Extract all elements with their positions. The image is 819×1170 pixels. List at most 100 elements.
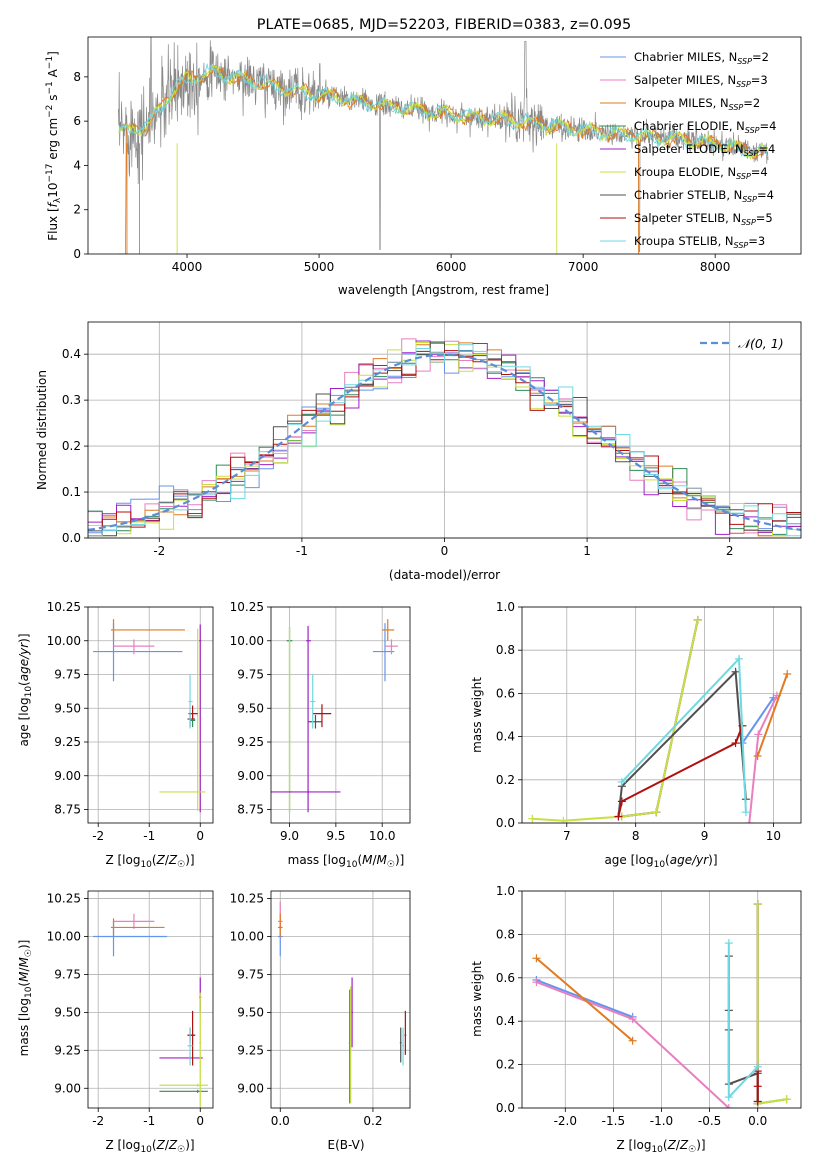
legend-label: Salpeter STELIB, NSSP=5: [634, 211, 773, 227]
weight-line: [535, 957, 634, 1042]
x-tick-label: 0.0: [271, 1114, 290, 1128]
x-tick-label: 10.0: [369, 829, 396, 843]
x-tick-label: 9: [701, 829, 709, 843]
legend-label: Kroupa ELODIE, NSSP=4: [634, 165, 768, 181]
plot-area: [271, 619, 398, 813]
observed-spectrum: [118, 37, 769, 253]
x-axis-label: E(B-V): [327, 1138, 364, 1152]
x-tick-label: -2: [153, 544, 165, 558]
panel-spectrum: 4000 5000 6000 7000 8000 0 2 4 6 8 wavelength [Ang…: [45, 36, 802, 297]
y-tick-label: 9.00: [54, 1081, 81, 1095]
x-tick-label: 7: [563, 829, 571, 843]
y-tick-label: 10.25: [47, 892, 81, 906]
weight-line: [621, 619, 699, 818]
y-tick-label: 1.0: [496, 884, 515, 898]
x-tick-label: 0.2: [363, 1114, 382, 1128]
y-tick-label: 0: [73, 247, 81, 261]
x-tick-label: 0: [441, 544, 449, 558]
weight-line: [756, 904, 787, 1105]
x-axis-label: Z [log10(Z/Z☉)]: [105, 853, 194, 870]
y-tick-label: 0.4: [62, 347, 81, 361]
y-axis-label: age [log10(age/yr)]: [17, 633, 34, 746]
y-tick-label: 0.6: [496, 686, 515, 700]
y-axis-label: Flux [fλ10−17 erg cm−2 s−1 A−1]: [45, 51, 63, 241]
y-tick-label: 0.6: [496, 971, 515, 985]
plot-area: [118, 37, 769, 254]
plot-area: [532, 900, 791, 1108]
x-tick-label: 1: [583, 544, 591, 558]
y-tick-label: 10.25: [47, 600, 81, 614]
y-tick-label: 0.3: [62, 393, 81, 407]
legend-label: Chabrier ELODIE, NSSP=4: [634, 119, 776, 135]
y-tick-label: 2: [73, 203, 81, 217]
legend-label: Chabrier STELIB, NSSP=4: [634, 188, 774, 204]
y-tick-label: 9.75: [237, 668, 264, 682]
x-axis-label: age [log10(age/yr)]: [604, 853, 717, 870]
y-tick-label: 10.25: [230, 892, 264, 906]
normal-curve: [88, 353, 801, 531]
ticks: -2 -1 0 9.00 9.25 9.50 9.75 10.00 10.25: [47, 892, 204, 1128]
x-tick-label: 9.5: [326, 829, 345, 843]
ticks: 7 8 9 10 0.0 0.2 0.4 0.6 0.8 1.0: [496, 600, 781, 843]
axes-frame: [521, 606, 802, 824]
x-tick-label: 5000: [304, 260, 335, 274]
panel-mass-ebv: 0.0 0.2 9.00 9.25 9.50 9.75 10.00 10.25 E(B-V): [230, 890, 411, 1152]
x-axis-label: wavelength [Angstrom, rest frame]: [338, 283, 549, 297]
x-tick-label: 6000: [436, 260, 467, 274]
y-tick-label: 8.75: [237, 803, 264, 817]
y-axis-label: Normed distribution: [35, 370, 49, 490]
y-tick-label: 0.2: [496, 773, 515, 787]
legend-label: 𝒩(0, 1): [738, 336, 784, 351]
y-tick-label: 0.0: [496, 1101, 515, 1115]
y-tick-label: 0.8: [496, 643, 515, 657]
weight-line: [617, 725, 744, 817]
y-tick-label: 9.50: [54, 1005, 81, 1019]
histogram-series: [88, 344, 801, 537]
panel-z-weight: -2.0 -1.5 -1.0 -0.5 0.0 0.0 0.2 0.4 0.6 0.8 1.0 Z […: [470, 884, 802, 1155]
y-tick-label: 10.25: [230, 600, 264, 614]
plot-area: [528, 615, 792, 823]
x-tick-label: 0.0: [748, 1114, 767, 1128]
y-tick-label: 9.25: [237, 1043, 264, 1057]
x-tick-label: -2.0: [554, 1114, 577, 1128]
y-tick-label: 9.00: [54, 769, 81, 783]
legend-label: Salpeter ELODIE, NSSP=4: [634, 142, 775, 158]
ticks: -2.0 -1.5 -1.0 -0.5 0.0 0.0 0.2 0.4 0.6 0.8 1.0: [496, 884, 767, 1128]
ticks: -2 -1 0 1 2 0.0 0.1 0.2 0.3 0.4: [62, 347, 734, 558]
axes-frame: [270, 890, 411, 1109]
y-tick-label: 9.50: [54, 701, 81, 715]
y-tick-label: 10.00: [230, 930, 264, 944]
y-tick-label: 1.0: [496, 600, 515, 614]
panel-mass-z: -2 -1 0 9.00 9.25 9.50 9.75 10.00 10.25 Z [log10(…: [17, 890, 214, 1155]
grid: [522, 890, 801, 1109]
y-tick-label: 0.8: [496, 927, 515, 941]
y-tick-label: 0.0: [62, 531, 81, 545]
legend: Chabrier MILES, NSSP=2 Salpeter MILES, NS…: [600, 50, 776, 250]
panel-age-weight: 7 8 9 10 0.0 0.2 0.4 0.6 0.8 1.0 age [log10(age/yr…: [470, 600, 802, 870]
x-tick-label: -1: [143, 1114, 155, 1128]
panel-age-z: -2 -1 0 8.75 9.00 9.25 9.50 9.75 10.00 10.25 Z [lo…: [17, 600, 214, 870]
y-tick-label: 0.2: [496, 1058, 515, 1072]
figure-title: PLATE=0685, MJD=52203, FIBERID=0383, z=0…: [257, 17, 631, 33]
ticks: 0.0 0.2 9.00 9.25 9.50 9.75 10.00 10.25: [230, 892, 383, 1128]
x-axis-label: (data-model)/error: [389, 568, 500, 582]
y-tick-label: 9.75: [237, 967, 264, 981]
y-tick-label: 0.1: [62, 485, 81, 499]
ticks: 9.0 9.5 10.0 8.75 9.00 9.25 9.50 9.75 10.00 10.25: [230, 600, 396, 843]
weight-line: [741, 697, 775, 744]
y-tick-label: 4: [73, 158, 81, 172]
y-tick-label: 0.2: [62, 439, 81, 453]
y-tick-label: 10.00: [47, 634, 81, 648]
grid: [271, 606, 410, 823]
x-tick-label: -1: [143, 829, 155, 843]
weight-line: [756, 673, 789, 757]
x-axis-label: mass [log10(M/M☉)]: [288, 853, 405, 870]
ticks: -2 -1 0 8.75 9.00 9.25 9.50 9.75 10.00 10.25: [47, 600, 204, 843]
y-axis-label: mass [log10(M/M☉)]: [17, 940, 34, 1057]
x-tick-label: -0.5: [698, 1114, 721, 1128]
grid: [88, 606, 213, 823]
y-tick-label: 6: [73, 114, 81, 128]
legend-label: Salpeter MILES, NSSP=3: [634, 73, 768, 89]
weight-line: [756, 904, 787, 1105]
axes-frame: [87, 36, 802, 255]
